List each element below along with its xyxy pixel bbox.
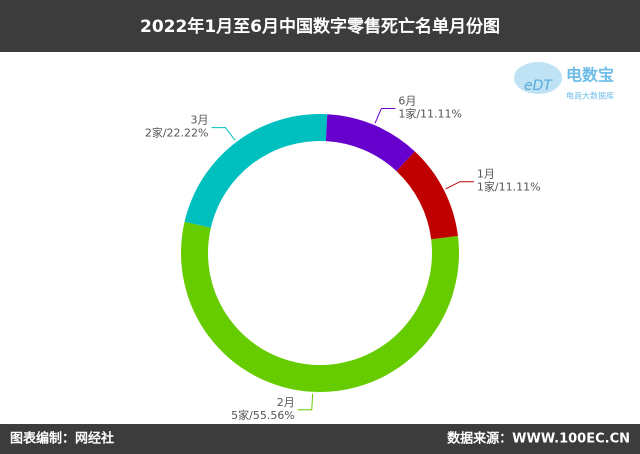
- data-label-value: 2家/22.22%: [145, 126, 209, 140]
- leader-line: [211, 127, 236, 141]
- header-bar: [0, 0, 640, 52]
- footer-left: 图表编制：网经社: [10, 431, 114, 447]
- leader-line: [297, 393, 314, 411]
- chart-title: 2022年1月至6月中国数字零售死亡名单月份图: [140, 16, 500, 37]
- donut-segment: [396, 151, 458, 240]
- data-label-name: 6月: [398, 94, 416, 107]
- logo-mark: eDT: [524, 78, 553, 94]
- data-label-value: 1家/11.11%: [398, 106, 462, 120]
- leader-line: [445, 181, 474, 190]
- data-label-name: 2月: [277, 396, 295, 409]
- donut-segment: [325, 114, 415, 172]
- donut-segment: [181, 221, 460, 392]
- leader-line: [374, 107, 396, 124]
- data-label-name: 1月: [477, 168, 495, 181]
- footer-bar: [0, 424, 640, 454]
- donut-segment: [184, 114, 328, 228]
- data-label-value: 5家/55.56%: [231, 408, 295, 422]
- logo-name: 电数宝: [566, 66, 614, 85]
- footer-right: 数据来源：WWW.100EC.CN: [447, 431, 630, 447]
- logo-tagline: 电商大数据库: [566, 91, 614, 101]
- data-label-value: 1家/11.11%: [477, 180, 541, 194]
- data-label-name: 3月: [191, 114, 209, 127]
- logo-cloud: [514, 62, 562, 94]
